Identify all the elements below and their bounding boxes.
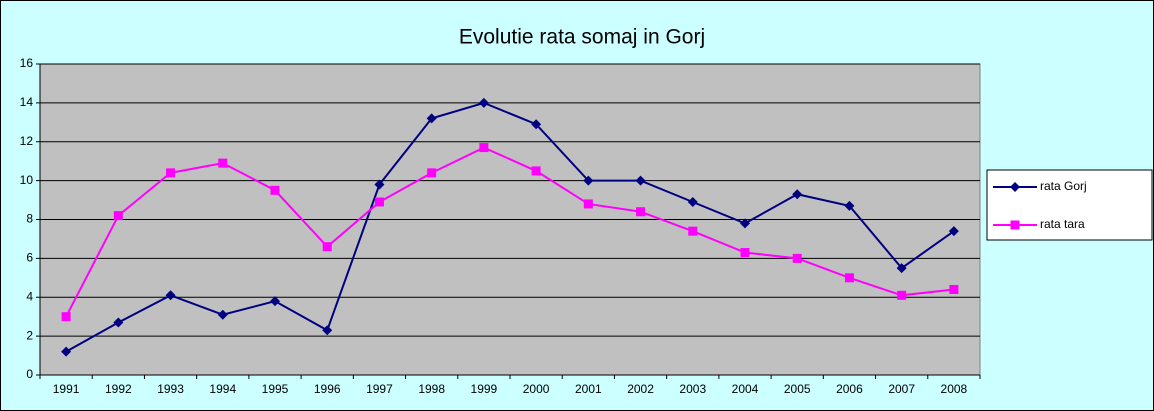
x-tick-label: 1992	[105, 382, 132, 396]
marker	[270, 185, 280, 195]
marker	[583, 175, 594, 186]
chart-title: Evolutie rata somaj in Gorj	[459, 26, 705, 49]
x-tick-label: 1994	[209, 382, 236, 396]
marker	[479, 143, 489, 153]
legend-marker	[1010, 220, 1020, 230]
marker	[949, 284, 959, 294]
x-tick-label: 2006	[836, 382, 863, 396]
series-line	[65, 146, 954, 318]
x-tick-label: 2000	[523, 382, 550, 396]
x-tick-label: 1998	[418, 382, 445, 396]
x-tick-label: 1997	[366, 382, 393, 396]
y-tick-label: 8	[26, 212, 33, 226]
marker	[165, 290, 176, 301]
marker	[478, 97, 489, 108]
marker	[687, 197, 698, 208]
marker	[61, 312, 71, 322]
x-tick-label: 1999	[471, 382, 498, 396]
marker	[740, 248, 750, 258]
y-tick-label: 10	[20, 173, 34, 187]
marker	[844, 273, 854, 283]
marker	[792, 253, 802, 263]
y-tick-label: 6	[26, 251, 33, 265]
marker	[844, 200, 855, 211]
marker	[427, 168, 437, 178]
marker	[636, 207, 646, 217]
marker	[740, 218, 750, 229]
series-line	[65, 101, 955, 353]
marker	[896, 263, 907, 274]
marker	[113, 317, 124, 328]
marker	[635, 175, 646, 186]
y-tick-label: 0	[26, 367, 33, 381]
marker	[897, 290, 907, 300]
x-tick-label: 1995	[262, 382, 289, 396]
x-tick-label: 2004	[732, 382, 759, 396]
x-tick-label: 2003	[679, 382, 706, 396]
marker	[270, 296, 280, 307]
marker	[61, 346, 72, 357]
y-tick-label: 2	[26, 328, 33, 342]
marker	[531, 166, 541, 176]
marker	[792, 189, 803, 200]
x-tick-label: 1991	[53, 382, 80, 396]
marker	[166, 168, 176, 178]
y-tick-label: 16	[20, 56, 34, 70]
x-tick-label: 2001	[575, 382, 602, 396]
marker	[531, 119, 542, 130]
x-tick-label: 2008	[941, 382, 968, 396]
x-tick-label: 2002	[627, 382, 654, 396]
marker	[322, 242, 332, 252]
legend-label: rata Gorj	[1040, 179, 1087, 193]
legend-label: rata tara	[1040, 217, 1085, 231]
marker	[688, 226, 698, 236]
x-tick-label: 1993	[157, 382, 184, 396]
marker	[948, 226, 959, 237]
marker	[322, 325, 333, 336]
y-tick-label: 12	[20, 134, 34, 148]
x-tick-label: 2007	[888, 382, 915, 396]
marker	[374, 197, 384, 207]
y-tick-label: 14	[20, 95, 34, 109]
marker	[217, 309, 228, 320]
marker	[218, 158, 228, 168]
marker	[583, 199, 593, 209]
marker	[426, 113, 437, 124]
x-tick-label: 1996	[314, 382, 341, 396]
marker	[113, 211, 123, 221]
marker	[374, 179, 385, 190]
y-tick-label: 4	[26, 289, 33, 303]
x-tick-label: 2005	[784, 382, 811, 396]
legend-marker	[1010, 182, 1020, 192]
